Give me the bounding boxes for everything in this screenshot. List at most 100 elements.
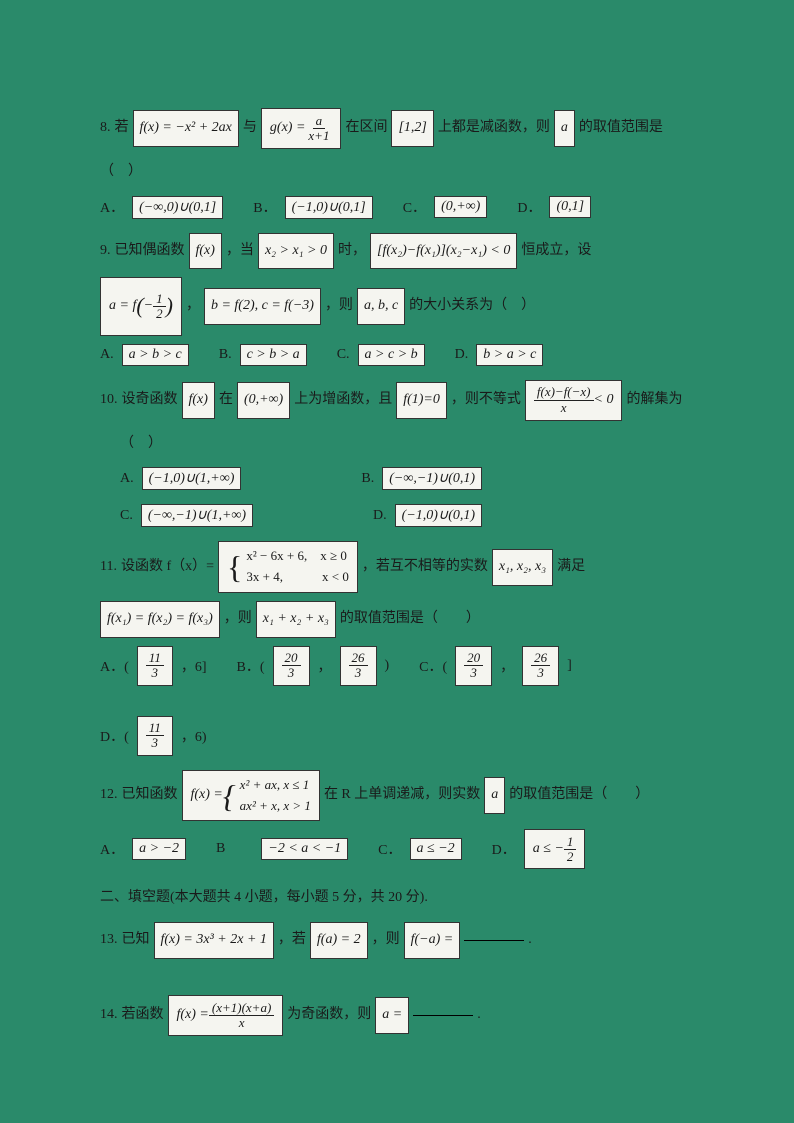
q9-a-frac: 1 2 [153,292,166,322]
q10-line1: 10. 设奇函数 f(x) 在 (0,+∞) 上为增函数，且 f(1)=0 ，则… [100,380,694,421]
q12-fx-lhs: f(x) = [191,780,223,811]
d: 3 [149,736,162,750]
q11-line2: f(x₁) = f(x₂) = f(x₃) ，则 x₁ + x₂ + x₃ 的取… [100,601,694,638]
q10-ineq: f(x)−f(−x) x < 0 [525,380,623,421]
n: 20 [282,651,301,666]
q8-t1: 若 [115,113,129,144]
lhs: f(x) = [177,1000,209,1031]
q11-t4: ，则 [224,604,252,635]
q11-A: A．( 113 ，6] [100,646,207,686]
q8-f1: f(x) = −x² + 2ax [133,110,239,147]
q12-A: a > −2 [132,838,186,860]
q10-t2: 在 [219,385,233,416]
q8-t5: 的取值范围是 [579,113,663,144]
q11-case1: x² − 6x + 6, x ≥ 0 [246,546,348,567]
frac-num: 1 [153,292,166,307]
d: 3 [285,666,298,680]
q11-A-label: A．( [100,656,129,676]
q8-num: 8. [100,113,111,144]
q11-B: B．( 203 ， 263 ) [237,646,390,686]
q9-B-label: B. [219,347,232,363]
q8-C: (0,+∞) [434,196,487,218]
frac-num: f(x)−f(−x) [534,385,594,400]
q10-t3: 上为增函数，且 [294,385,392,416]
q12-B-label: B [216,841,225,857]
m: ， [318,656,332,676]
q8-t4: 上都是减函数，则 [438,113,550,144]
m: ， [500,656,514,676]
q12-t3: 的取值范围是（ ） [509,780,649,811]
d: 2 [564,850,577,864]
q8-paren-text: （ ） [100,157,142,188]
lhs: a ≤ − [533,841,564,857]
q10-t4: ，则不等式 [451,385,521,416]
q12-cases: x² + ax, x ≤ 1 ax² + x, x > 1 [240,775,311,817]
q14-t1: 若函数 [122,1000,164,1031]
q11-t3: 满足 [557,552,585,583]
q14-t2: 为奇函数，则 [287,1000,371,1031]
q12-options: A．a > −2 B−2 < a < −1 C．a ≤ −2 D． a ≤ − … [100,829,694,869]
q10-fx: f(x) [182,382,215,419]
q9-A-label: A. [100,347,114,363]
q12-t2: 在 R 上单调递减，则实数 [324,780,480,811]
q8-f2: g(x) = a x+1 [261,108,342,149]
r: ) [385,658,390,674]
q11-line1: 11. 设函数 f（x）= { x² − 6x + 6, x ≥ 0 3x + … [100,541,694,593]
q11-case2: 3x + 4, x < 0 [246,567,348,588]
q13-fx: f(x) = 3x³ + 2x + 1 [154,922,274,959]
q11-t1: 设函数 f（x）= [121,552,214,583]
q12-fx: f(x) = { x² + ax, x ≤ 1 ax² + x, x > 1 [182,770,320,822]
d: x [236,1016,248,1030]
n: (x+1)(x+a) [209,1001,274,1016]
d: 3 [534,666,547,680]
q10-paren-text: （ ） [120,429,162,460]
frac-den: x+1 [305,129,332,143]
q11-C: C．( 203 ， 263 ] [419,646,572,686]
frac-den: 2 [153,307,166,321]
q9-line1: 9. 已知偶函数 f(x) ，当 x₂ > x₁ > 0 时， [f(x₂)−f… [100,233,694,270]
q11-options: A．( 113 ，6] B．( 203 ， 263 ) C．( 203 ， 26… [100,646,694,756]
r: ] [567,658,572,674]
q9-fx: f(x) [189,233,222,270]
q12-A-label: A． [100,839,124,859]
q9-t4: 恒成立，设 [521,236,591,267]
q8-C-label: C． [403,197,426,217]
q9-line2: a = f ( − 1 2 ) ， b = f(2), c = f(−3) ，则… [100,277,694,335]
frac-num: a [313,114,326,129]
q12-line1: 12. 已知函数 f(x) = { x² + ax, x ≤ 1 ax² + x… [100,770,694,822]
q10-D-label: D. [373,508,387,524]
q8-f2-lhs: g(x) = [270,113,306,144]
q9-cond1: x₂ > x₁ > 0 [258,233,334,270]
q8-options: A．(−∞,0)∪(0,1] B．(−1,0)∪(0,1] C．(0,+∞) D… [100,196,694,219]
q12-a: a [484,777,505,814]
n: 20 [464,651,483,666]
q11-xs: x₁, x₂, x₃ [492,549,553,586]
q8-t2: 与 [243,113,257,144]
q12-C: a ≤ −2 [410,838,462,860]
q8-A-label: A． [100,197,124,217]
n: 11 [146,651,164,666]
q11-D-label: D．( [100,726,129,746]
q10-paren: （ ） [100,429,694,460]
q14-line: 14. 若函数 f(x) = (x+1)(x+a) x 为奇函数，则 a = . [100,995,694,1036]
q13-blank [464,940,524,941]
q8-paren: （ ） [100,157,694,188]
q11-piecewise: { x² − 6x + 6, x ≥ 0 3x + 4, x < 0 [218,541,358,593]
n: 11 [146,721,164,736]
q8-interval: [1,2] [391,110,433,147]
n: 1 [564,835,577,850]
q9-t1: 已知偶函数 [115,236,185,267]
q9-B: c > b > a [240,344,307,366]
q13-fa: f(a) = 2 [310,922,368,959]
q10-dom: (0,+∞) [237,382,290,419]
q8-t3: 在区间 [345,113,387,144]
q11-cases: x² − 6x + 6, x ≥ 0 3x + 4, x < 0 [246,546,348,588]
q13-t3: ，则 [372,925,400,956]
q8-D-label: D． [517,197,541,217]
q9-C-label: C. [337,347,350,363]
exam-page: 8. 若 f(x) = −x² + 2ax 与 g(x) = a x+1 在区间… [0,0,794,1104]
q10-options-row1: A.(−1,0)∪(1,+∞) B.(−∞,−1)∪(0,1) [100,467,694,490]
q14-t3: . [477,1000,481,1031]
d: 3 [467,666,480,680]
q9-t6: 的大小关系为（ ） [409,291,535,322]
